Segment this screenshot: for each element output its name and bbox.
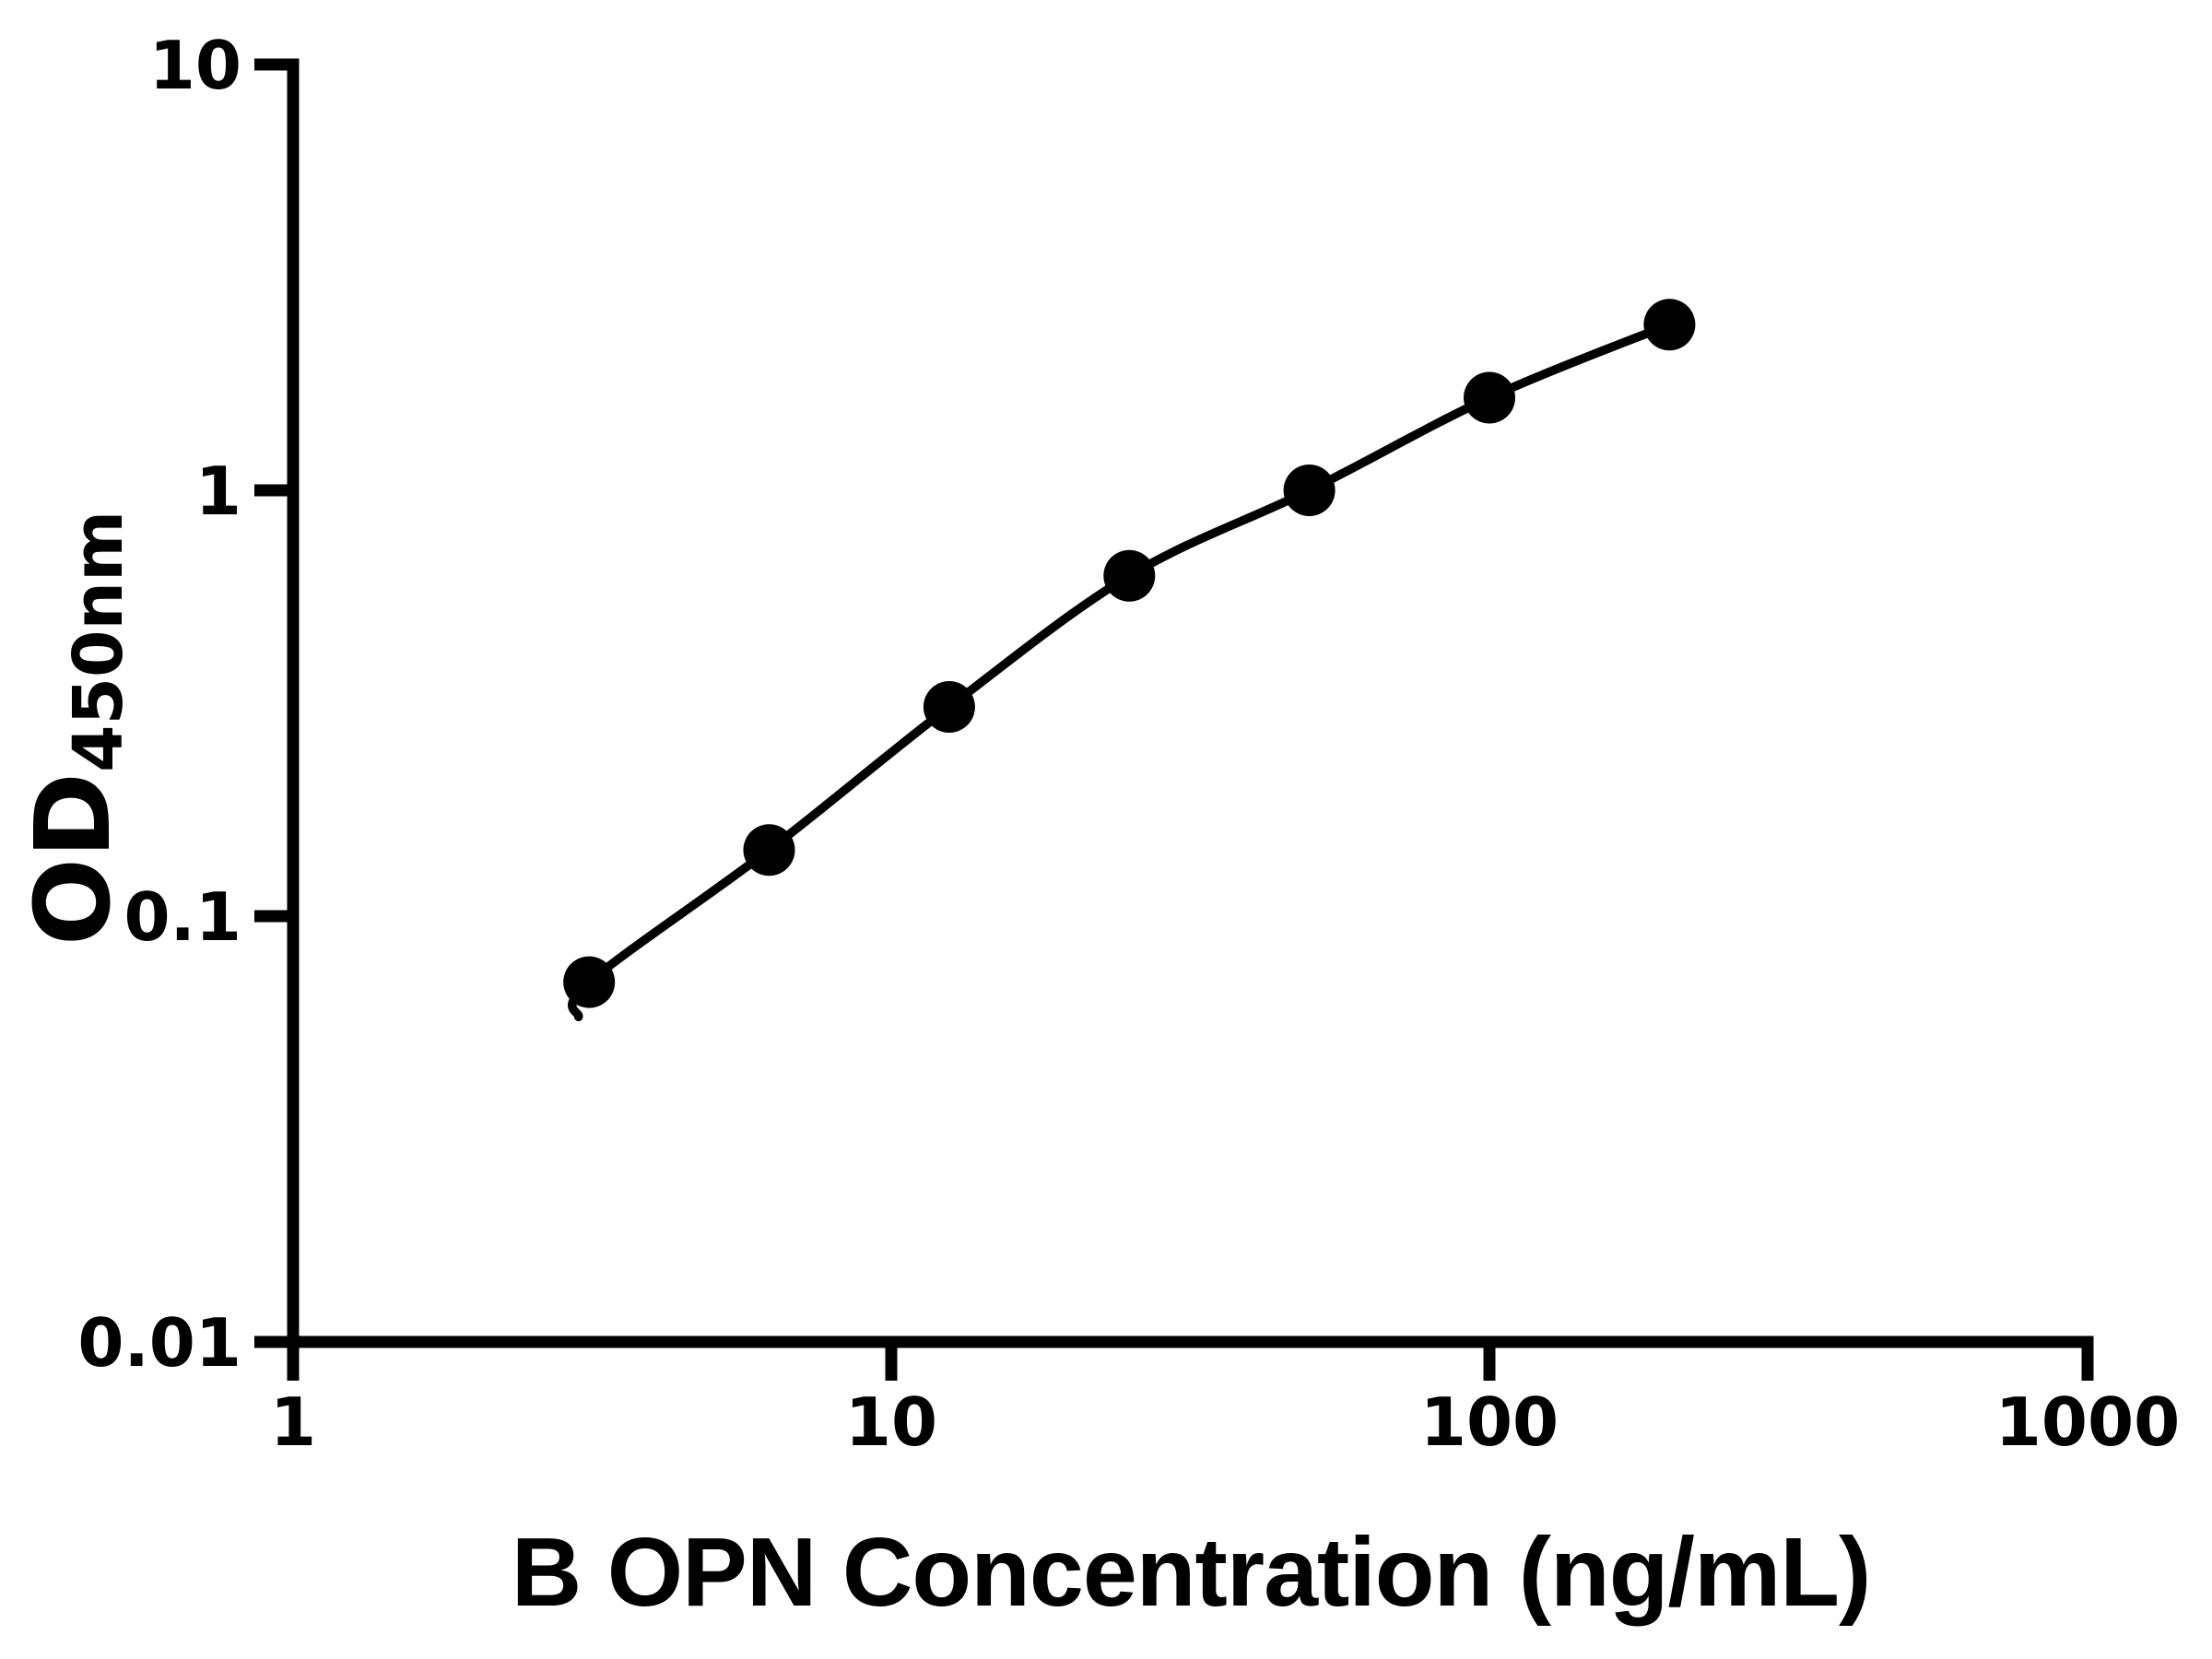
data-point: [1464, 371, 1515, 424]
x-axis-ticks: 1 10 100 1000: [270, 1342, 2180, 1461]
y-tick-label: 0.1: [124, 878, 241, 956]
x-tick-label: 1: [270, 1383, 316, 1461]
data-point: [563, 956, 616, 1008]
y-axis-title-main: OD: [14, 772, 134, 946]
x-axis-title: B OPN Concentration (ng/mL): [512, 1518, 1871, 1627]
data-point: [1283, 465, 1335, 516]
y-tick-label: 10: [149, 27, 241, 104]
y-tick-label: 1: [195, 453, 241, 530]
data-point: [923, 681, 975, 733]
fit-curve: [568, 320, 1675, 1022]
y-tick-label: 0.01: [77, 1304, 241, 1382]
data-point: [743, 824, 795, 877]
y-axis-ticks: 10 1 0.1 0.01: [77, 27, 293, 1382]
y-axis-title-subscript: 450nm: [59, 511, 138, 772]
x-tick-label: 100: [1420, 1383, 1559, 1461]
axes: [254, 58, 2094, 1348]
data-point: [1103, 549, 1156, 602]
x-tick-label: 1000: [1995, 1383, 2180, 1461]
y-axis-title: OD450nm: [14, 511, 138, 946]
data-point: [1643, 299, 1696, 351]
fit-curve-group: [568, 320, 1675, 1022]
data-points: [563, 299, 1696, 1008]
x-tick-label: 10: [845, 1383, 937, 1461]
